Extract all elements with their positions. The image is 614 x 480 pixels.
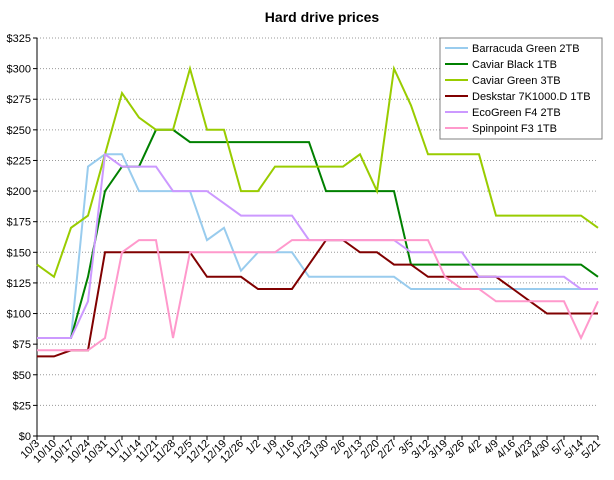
y-tick-label: $175 (7, 217, 31, 229)
x-tick-label: 1/2 (244, 438, 263, 457)
y-tick-label: $300 (7, 64, 31, 76)
series-line (37, 153, 598, 339)
y-tick-label: $225 (7, 155, 31, 167)
x-tick-label: 5/21 (579, 438, 603, 462)
y-tick-label: $125 (7, 278, 31, 290)
series-line (37, 239, 599, 352)
y-tick-label: $325 (7, 33, 31, 45)
y-tick-label: $150 (7, 247, 31, 259)
legend-label: EcoGreen F4 2TB (472, 107, 561, 119)
y-tick-label: $25 (13, 400, 31, 412)
y-tick-label: $200 (7, 186, 31, 198)
series-line (37, 128, 599, 339)
legend-label: Spinpoint F3 1TB (472, 123, 557, 135)
x-tick-label: 3/26 (443, 438, 467, 462)
legend-label: Caviar Green 3TB (472, 75, 561, 87)
x-tick-label: 1/30 (307, 438, 331, 462)
legend-label: Deskstar 7K1000.D 1TB (472, 91, 591, 103)
chart-title: Hard drive prices (265, 9, 380, 25)
legend: Barracuda Green 2TB Caviar Black 1TB Cavia… (439, 37, 603, 140)
series-line (37, 239, 598, 358)
y-tick-label: $100 (7, 309, 31, 321)
legend-box (439, 37, 603, 140)
axes (36, 38, 598, 437)
series-line (36, 64, 599, 279)
y-tick-label: $50 (13, 370, 31, 382)
y-tick-label: $250 (7, 125, 31, 137)
y-axis-ticks: $0 $25 $50 $75 $100 $125 $150 $175 $200 $225 $250 $… (7, 33, 37, 443)
x-tick-label: 2/27 (375, 438, 399, 462)
legend-label: Barracuda Green 2TB (472, 43, 580, 55)
y-tick-label: $0 (19, 431, 31, 443)
legend-label: Caviar Black 1TB (472, 59, 557, 71)
series-lines (36, 64, 599, 358)
x-axis-ticks: 10/310/1010/1710/2410/3111/711/1411/2111… (18, 436, 603, 466)
y-tick-label: $75 (13, 339, 31, 351)
x-tick-label: 4/2 (465, 438, 484, 457)
series-line (37, 152, 598, 339)
x-tick-label: 4/30 (528, 438, 552, 462)
y-tick-label: $275 (7, 94, 31, 106)
